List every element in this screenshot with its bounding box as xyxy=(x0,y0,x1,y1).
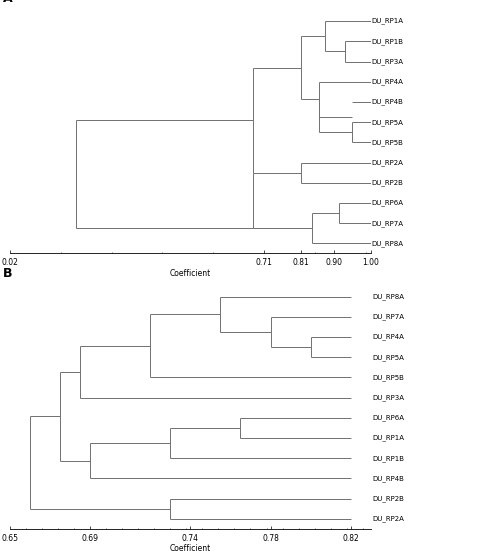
Text: DU_RP8A: DU_RP8A xyxy=(372,293,404,300)
Text: DU_RP5A: DU_RP5A xyxy=(371,119,403,126)
Text: DU_RP1B: DU_RP1B xyxy=(372,455,404,462)
Text: DU_RP4A: DU_RP4A xyxy=(371,78,403,85)
X-axis label: Coefficient: Coefficient xyxy=(170,269,211,278)
Text: DU_RP7A: DU_RP7A xyxy=(372,314,404,320)
Text: DU_RP5A: DU_RP5A xyxy=(372,354,404,360)
Text: DU_RP4B: DU_RP4B xyxy=(371,99,403,105)
Text: DU_RP6A: DU_RP6A xyxy=(371,199,403,206)
X-axis label: Coefficient: Coefficient xyxy=(170,544,211,551)
Text: DU_RP6A: DU_RP6A xyxy=(372,414,404,421)
Text: DU_RP4B: DU_RP4B xyxy=(372,475,404,482)
Text: DU_RP3A: DU_RP3A xyxy=(371,58,403,65)
Text: B: B xyxy=(3,267,13,280)
Text: DU_RP2B: DU_RP2B xyxy=(372,495,404,502)
Text: DU_RP2B: DU_RP2B xyxy=(371,180,403,186)
Text: DU_RP2A: DU_RP2A xyxy=(371,159,403,166)
Text: DU_RP3A: DU_RP3A xyxy=(372,395,404,401)
Text: DU_RP7A: DU_RP7A xyxy=(371,220,403,226)
Text: DU_RP2A: DU_RP2A xyxy=(372,516,404,522)
Text: DU_RP5B: DU_RP5B xyxy=(371,139,403,145)
Text: DU_RP5B: DU_RP5B xyxy=(372,374,404,381)
Text: DU_RP4A: DU_RP4A xyxy=(372,334,404,341)
Text: DU_RP1B: DU_RP1B xyxy=(371,38,403,45)
Text: DU_RP1A: DU_RP1A xyxy=(372,435,404,441)
Text: DU_RP8A: DU_RP8A xyxy=(371,240,403,247)
Text: A: A xyxy=(3,0,13,4)
Text: DU_RP1A: DU_RP1A xyxy=(371,18,403,24)
